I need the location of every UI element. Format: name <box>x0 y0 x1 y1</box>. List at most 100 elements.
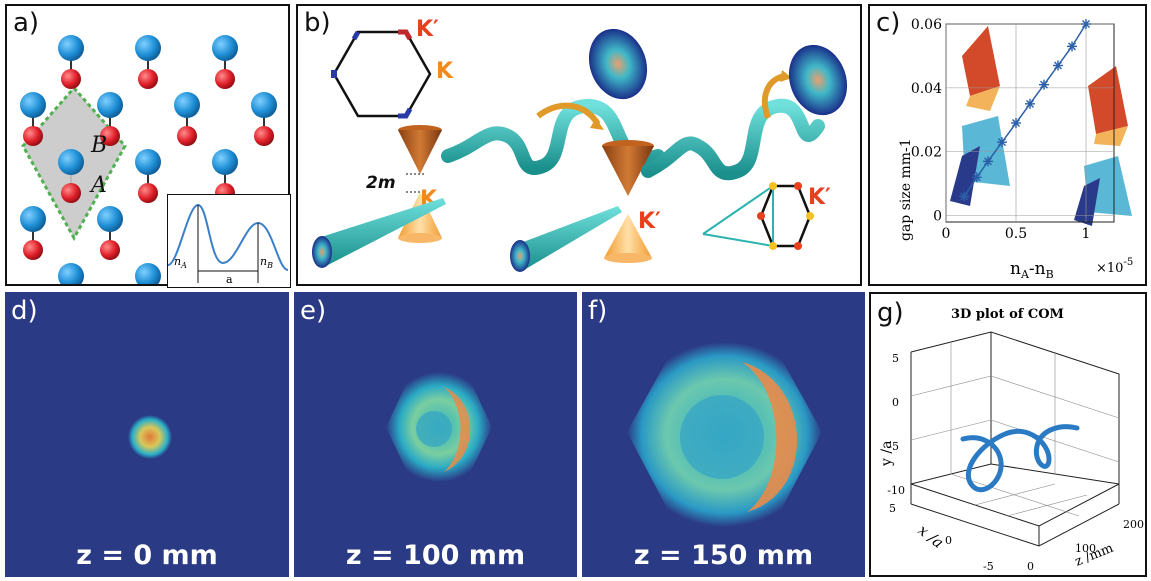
panel-f-caption: z = 150 mm <box>633 540 814 571</box>
inset-spacing-label: a <box>226 273 233 285</box>
k-top-label: K <box>436 59 454 84</box>
plot-g-ztick: 100 <box>1075 542 1096 555</box>
plot-g-ytick: 5 <box>892 352 899 365</box>
panel-f: f) z = 150 mm <box>582 292 865 577</box>
chart-c-point <box>983 156 993 167</box>
lattice-site-b <box>100 240 120 260</box>
plot-g-ytick: 0 <box>892 396 899 409</box>
input-beam-middle <box>510 206 622 272</box>
chart-c-xlabel: nA-nB <box>1010 259 1054 281</box>
lattice-site-a <box>251 92 277 118</box>
k-prime-right-label: K′ <box>808 185 831 210</box>
panel-d: d) z = 0 mm <box>5 292 289 577</box>
chart-c-point <box>1081 19 1091 29</box>
plot-g-ztick: 0 <box>1027 560 1034 573</box>
panel-e-label: e) <box>300 296 327 326</box>
lattice-site-b <box>138 69 158 89</box>
lattice-site-a <box>20 206 46 232</box>
beam-disc-top-left <box>588 28 648 100</box>
plot-g-ytick: -5 <box>888 440 899 453</box>
chart-c-xtick: 0.5 <box>1005 226 1027 242</box>
lattice-site-b <box>23 126 43 146</box>
plot-3d-grid <box>910 342 1120 517</box>
lattice-site-b <box>100 126 120 146</box>
chart-c-ytick: 0.04 <box>911 81 942 97</box>
chart-c-ytick: 0.06 <box>911 17 942 33</box>
plot-g-xtick: -5 <box>983 560 994 573</box>
chart-c-ytick: 0 <box>933 209 942 225</box>
panel-a: B A nA nB a a) <box>5 4 291 288</box>
gap-size-chart: 0 0.5 1 0 0.02 0.04 0.06 gap size mm-1 nA-nB ×… <box>898 17 1133 281</box>
index-profile-curve <box>167 203 289 271</box>
gap-label: 2m <box>366 173 396 193</box>
beam-crescent <box>444 387 471 472</box>
site-a-label: A <box>89 173 107 198</box>
lattice-site-a <box>212 35 238 61</box>
panel-e-caption: z = 100 mm <box>345 540 526 571</box>
brillouin-zone <box>331 29 432 119</box>
lattice-site-a <box>135 263 161 284</box>
panel-b-label: b) <box>304 8 331 38</box>
panel-c: 0 0.5 1 0 0.02 0.04 0.06 gap size mm-1 nA-nB ×… <box>868 4 1147 286</box>
panel-d-caption: z = 0 mm <box>76 540 218 571</box>
plot-g-title: 3D plot of COM <box>951 307 1064 322</box>
lattice-site-b <box>61 69 81 89</box>
k-prime-mid-label: K′ <box>638 209 661 234</box>
lattice-site-a <box>97 92 123 118</box>
chart-c-xtick: 0 <box>942 226 951 242</box>
chart-c-xtick: 1 <box>1082 226 1091 242</box>
lattice-site-a <box>135 149 161 175</box>
band-surface-inset-right <box>1074 66 1132 226</box>
input-beam-left <box>312 198 446 268</box>
plot-g-xtick: 5 <box>889 502 896 515</box>
lattice-site-a <box>97 206 123 232</box>
lattice-site-b <box>138 183 158 203</box>
plot-g-ytick: -10 <box>887 484 905 497</box>
beam-spot <box>128 415 172 459</box>
beam-disc-top-right <box>788 44 848 116</box>
dirac-cone-middle <box>602 140 654 263</box>
com-trajectory <box>960 424 1080 493</box>
k-prime-top-label: K′ <box>416 17 439 42</box>
lattice-site-a <box>135 35 161 61</box>
lattice-site-a <box>58 35 84 61</box>
panel-d-label: d) <box>11 296 38 326</box>
chart-c-exponent: ×10-5 <box>1096 257 1133 276</box>
lattice-site-b <box>177 126 197 146</box>
chart-c-point <box>959 191 970 202</box>
beam-crescent <box>742 362 798 512</box>
inset-na-label: nA <box>174 255 187 270</box>
lattice-site-b <box>254 126 274 146</box>
chart-c-point <box>1025 98 1035 109</box>
lattice-site-b <box>215 69 235 89</box>
plot-g-ztick: 200 <box>1123 518 1144 531</box>
plot-g-xtick: 0 <box>945 534 952 547</box>
chart-c-point <box>1039 79 1049 90</box>
panel-g-label: g) <box>877 298 904 328</box>
index-profile-inset: nA nB a <box>167 194 291 288</box>
chart-c-point <box>1067 41 1077 52</box>
plot-g-ylabel: y /a <box>879 441 895 467</box>
chart-c-ytick: 0.02 <box>911 145 942 161</box>
chart-c-point <box>1011 118 1021 128</box>
panel-c-label: c) <box>876 8 901 38</box>
lattice-site-b <box>61 183 81 203</box>
lattice-site-a <box>58 149 84 175</box>
brillouin-zone-right <box>702 182 814 250</box>
chart-c-ylabel: gap size mm-1 <box>898 138 914 241</box>
panel-g: 3D plot of COM y /a 5 0 -5 -10 x /a 5 0 … <box>869 292 1147 577</box>
helical-beam-left <box>441 98 665 175</box>
site-b-label: B <box>90 133 107 158</box>
lattice-site-a <box>58 263 84 284</box>
lattice-site-b <box>23 240 43 260</box>
chart-c-point <box>971 172 982 183</box>
chart-c-series-line <box>963 23 1087 197</box>
panel-e: e) z = 100 mm <box>294 292 577 577</box>
lattice-site-a <box>174 92 200 118</box>
panel-f-label: f) <box>588 296 608 326</box>
chart-c-point <box>997 137 1007 148</box>
panel-a-label: a) <box>13 8 40 38</box>
lattice-site-a <box>20 92 46 118</box>
band-surface-inset-left <box>950 26 1010 206</box>
inset-nb-label: nB <box>260 255 273 270</box>
